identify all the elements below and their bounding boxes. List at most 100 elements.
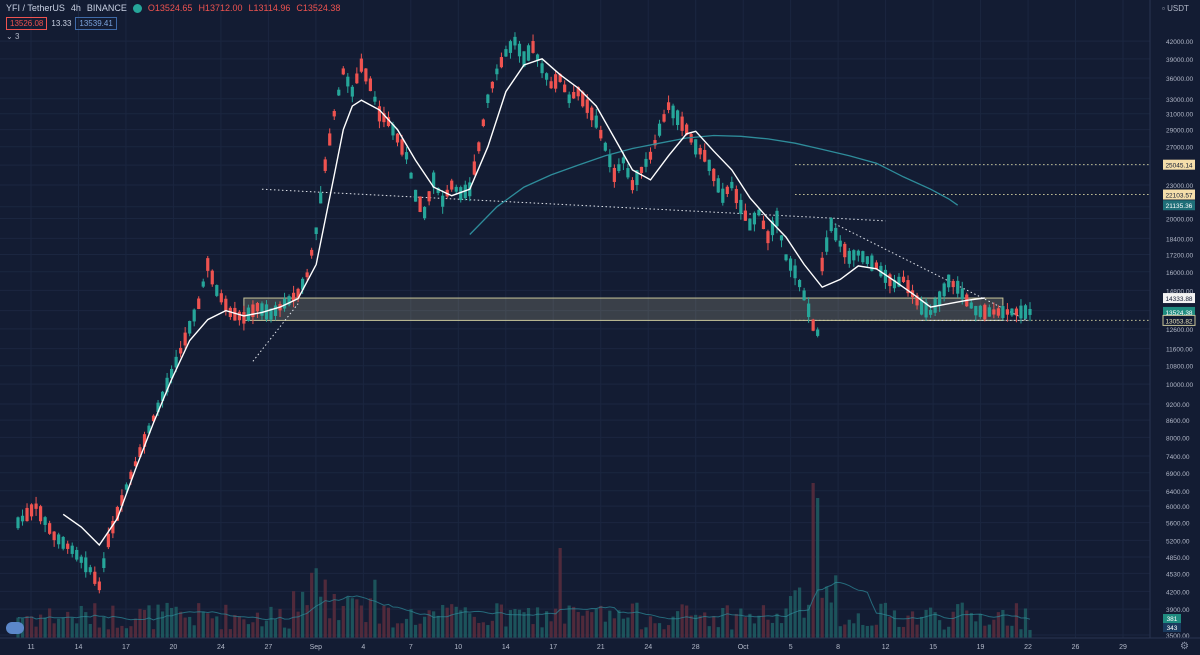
volume-bar xyxy=(450,604,454,638)
candle-body xyxy=(716,178,720,193)
indicator-toggle[interactable]: ⌄ 3 xyxy=(6,32,19,41)
volume-bar xyxy=(644,627,648,638)
trendlines[interactable] xyxy=(252,188,1030,362)
candle-body xyxy=(508,41,513,53)
candle-body xyxy=(477,142,481,152)
volume-bar xyxy=(594,608,598,638)
candle-body xyxy=(386,117,391,127)
x-tick-label: 27 xyxy=(264,644,272,651)
interval-label[interactable]: 4h xyxy=(70,3,81,13)
currency-unit[interactable]: ▫ USDT xyxy=(1162,4,1189,13)
candle-body xyxy=(739,199,743,214)
quote-bar: 13526.08 13.33 13539.41 xyxy=(6,17,117,30)
symbol-label[interactable]: YFI / TetherUS xyxy=(6,3,65,13)
candle-body xyxy=(165,377,169,393)
y-tick-label: 27000.00 xyxy=(1166,145,1193,152)
time-axis[interactable]: 11 14 17 20 24 27 Sep 4 7 10 14 17 21 24 28 Oct 5 8 12 15 19… xyxy=(0,637,1200,651)
volume-bar xyxy=(1023,608,1028,638)
candle-body xyxy=(418,196,422,212)
candle-body xyxy=(883,269,888,283)
y-tick-label: 9200.00 xyxy=(1166,402,1190,409)
volume-bar xyxy=(472,616,476,638)
volume-bar xyxy=(513,608,517,638)
candle-body xyxy=(513,36,517,46)
volume-bar xyxy=(517,609,522,638)
volume-bar xyxy=(793,590,797,638)
x-tick-label: 17 xyxy=(549,644,557,651)
volume-bar xyxy=(775,613,779,638)
candle-body xyxy=(260,303,264,316)
volume-bar xyxy=(459,610,463,638)
volume-bar xyxy=(29,616,34,638)
volume-bar xyxy=(657,623,662,638)
gear-icon[interactable]: ⚙ xyxy=(1180,641,1189,652)
volume-bar xyxy=(386,607,391,638)
volume-bar xyxy=(676,611,680,638)
candle-body xyxy=(206,258,210,271)
volume-bar xyxy=(603,621,607,638)
y-tick-label: 4530.00 xyxy=(1166,571,1190,578)
volume-bar xyxy=(355,599,359,638)
volume-bar xyxy=(1005,625,1010,638)
candle-body xyxy=(694,139,698,155)
volume-bar xyxy=(834,575,838,638)
volume-bar xyxy=(233,614,237,638)
y-tick-label: 6900.00 xyxy=(1166,471,1190,478)
candle-body xyxy=(770,220,775,236)
sell-button[interactable]: 13526.08 xyxy=(6,17,48,30)
horizontal-levels[interactable] xyxy=(795,164,1150,321)
candle-body xyxy=(929,309,933,315)
volume-bar xyxy=(278,608,282,638)
candle-body xyxy=(138,447,142,458)
volume-bar xyxy=(129,626,133,638)
volume-bar xyxy=(974,621,978,638)
candle-body xyxy=(504,49,508,57)
volume-bar xyxy=(179,611,183,638)
support-zone[interactable] xyxy=(243,297,1004,321)
volume-bar xyxy=(621,618,625,638)
candle-body xyxy=(563,84,567,93)
volume-bar xyxy=(947,626,951,638)
volume-bar xyxy=(802,617,806,638)
candle-body xyxy=(70,545,74,554)
volume-bar xyxy=(626,617,630,638)
y-tick-label: 7400.00 xyxy=(1166,454,1190,461)
volume-bar xyxy=(359,605,363,638)
candle-body xyxy=(526,45,531,61)
candle-body xyxy=(364,68,368,82)
candle-body xyxy=(219,293,223,303)
price-label-box xyxy=(1163,200,1195,211)
trendline xyxy=(830,221,1026,321)
volume-label-box xyxy=(1163,614,1181,623)
volume-bar xyxy=(133,618,138,638)
open-value: O13524.65 xyxy=(147,3,193,13)
price-axis[interactable]: 42000.00 39000.00 36000.00 33000.00 31000.00… xyxy=(1149,0,1196,640)
candle-body xyxy=(188,320,192,334)
volume-bar xyxy=(165,602,169,638)
x-tick-label: 14 xyxy=(502,644,510,651)
price-label: 25045.14 xyxy=(1165,163,1192,170)
candle-body xyxy=(255,303,260,312)
candle-body xyxy=(1005,309,1010,315)
candle-body xyxy=(653,140,657,146)
y-tick-label: 29000.00 xyxy=(1166,128,1193,135)
candle-body xyxy=(20,515,25,522)
y-tick-label: 3900.00 xyxy=(1166,607,1190,614)
candle-body xyxy=(554,74,558,89)
volume-bar xyxy=(160,611,165,638)
buy-button[interactable]: 13539.41 xyxy=(75,17,117,30)
volume-bar xyxy=(210,618,214,638)
candle-body xyxy=(829,218,833,232)
volume-bar xyxy=(183,617,187,638)
volume-bar xyxy=(332,593,336,638)
x-tick-label: 21 xyxy=(597,644,605,651)
tradingview-logo-icon[interactable] xyxy=(6,622,24,634)
candle-body xyxy=(549,81,553,89)
volume-bar xyxy=(721,607,725,638)
candle-body xyxy=(43,517,47,525)
candle-body xyxy=(662,114,666,122)
volume-bar xyxy=(766,619,770,638)
volume-bar xyxy=(395,623,400,638)
volume-bar xyxy=(454,606,458,638)
